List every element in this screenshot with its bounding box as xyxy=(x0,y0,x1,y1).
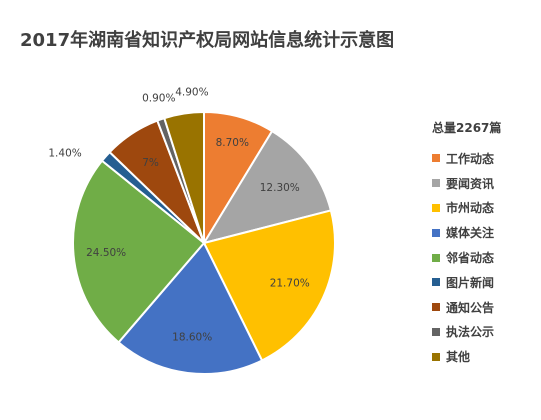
pie-slice xyxy=(202,209,336,362)
legend-title: 总量2267篇 xyxy=(432,121,502,135)
legend-swatch xyxy=(432,303,440,312)
slice-data-label: 8.70% xyxy=(216,137,249,149)
legend-label: 其他 xyxy=(446,350,471,365)
legend-swatch xyxy=(432,352,440,361)
pie-slice xyxy=(72,159,206,344)
legend-label: 执法公示 xyxy=(446,325,495,340)
slice-data-label: 24.50% xyxy=(86,247,126,259)
pie-slice xyxy=(117,241,264,375)
legend-item: 工作动态 xyxy=(432,146,494,171)
legend-item: 其他 xyxy=(432,344,494,369)
legend-label: 图片新闻 xyxy=(446,275,495,290)
slice-data-label: 4.90% xyxy=(175,87,208,99)
legend-swatch xyxy=(432,278,440,287)
legend-swatch xyxy=(432,327,440,336)
legend-item: 邻省动态 xyxy=(432,245,494,270)
legend-swatch xyxy=(432,154,440,163)
legend-swatch xyxy=(432,203,440,212)
legend: 工作动态 要闻资讯 市州动态 媒体关注 邻省动态 图片新闻 通知公告 执法公示 … xyxy=(432,146,494,369)
legend-swatch xyxy=(432,228,440,237)
slice-data-label: 21.70% xyxy=(270,277,310,289)
legend-label: 邻省动态 xyxy=(446,251,495,266)
legend-item: 通知公告 xyxy=(432,295,494,320)
legend-label: 要闻资讯 xyxy=(446,176,495,191)
legend-swatch xyxy=(432,253,440,262)
chart-title: 2017年湖南省知识产权局网站信息统计示意图 xyxy=(20,30,395,51)
legend-label: 工作动态 xyxy=(446,151,495,166)
legend-label: 通知公告 xyxy=(446,300,495,315)
slice-data-label: 0.90% xyxy=(142,92,175,104)
pie-slice xyxy=(163,110,205,244)
legend-item: 图片新闻 xyxy=(432,270,494,295)
legend-item: 要闻资讯 xyxy=(432,171,494,196)
legend-item: 执法公示 xyxy=(432,320,494,345)
legend-item: 媒体关注 xyxy=(432,220,494,245)
legend-label: 媒体关注 xyxy=(446,226,495,241)
legend-item: 市州动态 xyxy=(432,196,494,221)
legend-label: 市州动态 xyxy=(446,201,495,216)
slice-data-label: 1.40% xyxy=(48,147,81,159)
slice-data-label: 12.30% xyxy=(260,182,300,194)
pie-slice xyxy=(201,129,333,245)
slice-data-label: 18.60% xyxy=(172,332,212,344)
legend-swatch xyxy=(432,179,440,188)
slice-data-label: 7% xyxy=(142,157,159,169)
